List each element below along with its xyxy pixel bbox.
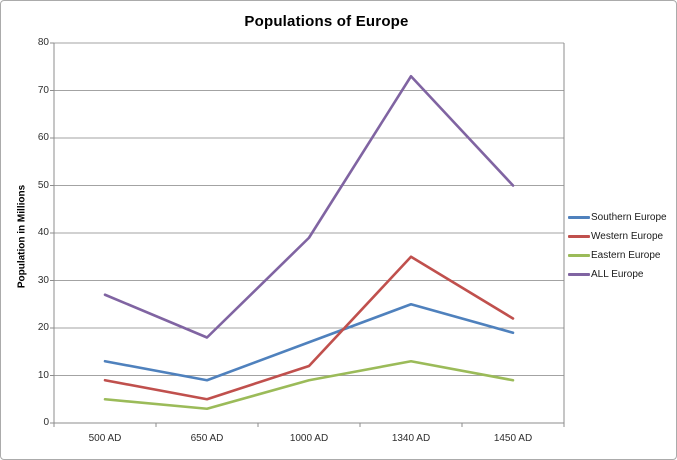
y-axis-tick-label: 30 (37, 274, 49, 286)
y-axis-tick-label: 0 (43, 417, 49, 428)
legend-item: Eastern Europe (568, 246, 667, 265)
x-axis-tick-label: 1450 AD (493, 433, 533, 444)
x-axis-tick-label: 1000 AD (289, 433, 329, 444)
legend-label: Eastern Europe (591, 250, 661, 261)
y-axis-tick-label: 20 (37, 322, 49, 333)
y-axis-tick-label: 60 (37, 132, 49, 143)
series-line-western-europe (103, 255, 515, 401)
legend-line-swatch (568, 216, 590, 219)
legend-item: Southern Europe (568, 208, 667, 227)
legend: Southern Europe Western Europe Eastern Eur… (568, 208, 667, 284)
chart-title: Populations of Europe (244, 13, 409, 30)
y-axis-tick-label: 10 (37, 369, 49, 381)
x-axis-tick-label: 650 AD (190, 433, 224, 444)
legend-line-swatch (568, 235, 590, 238)
y-axis-tick-label: 80 (37, 37, 49, 48)
legend-label: Southern Europe (591, 212, 667, 223)
series-line-all-europe (103, 74, 515, 339)
series-line-eastern-europe (103, 359, 515, 411)
legend-line-swatch (568, 254, 590, 257)
series-line-southern-europe (103, 302, 515, 382)
legend-line-swatch (568, 273, 590, 276)
x-axis-tick-label: 500 AD (88, 433, 122, 444)
y-axis-tick-label: 50 (37, 179, 49, 191)
y-axis-tick-label: 40 (37, 227, 49, 238)
legend-label: Western Europe (591, 231, 664, 242)
legend-item: ALL Europe (568, 265, 667, 284)
legend-item: Western Europe (568, 227, 667, 246)
y-axis-tick-label: 70 (37, 84, 49, 96)
legend-label: ALL Europe (591, 269, 644, 280)
x-axis-tick-label: 1340 AD (391, 433, 431, 444)
